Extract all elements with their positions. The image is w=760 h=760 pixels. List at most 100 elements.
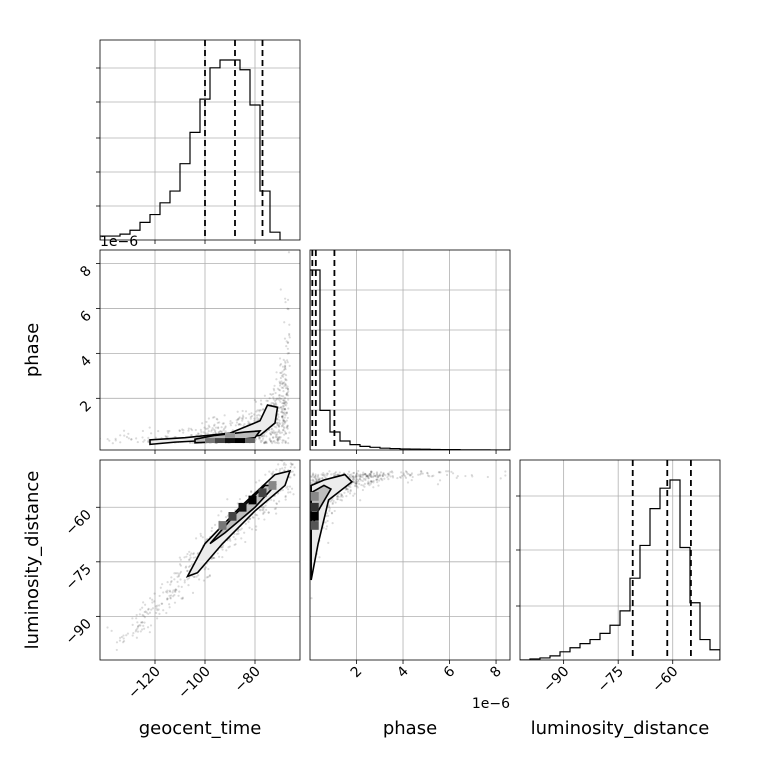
panel-luminosity-distance-vs-phase-sample-point [310,597,313,600]
panel-luminosity-distance-vs-phase-sample-point [328,507,331,510]
panel-luminosity-distance-vs-phase-sample-point [375,478,378,481]
panel-phase-vs-geocent-time-sample-point [213,415,216,419]
panel-phase-vs-geocent-time-sample-point [187,429,190,432]
panel-phase-vs-geocent-time-sample-point [269,392,272,396]
panel-luminosity-distance-vs-geocent-time-sample-point [155,607,158,610]
panel-phase-vs-geocent-time-sample-point [125,435,129,439]
panel-luminosity-distance-vs-phase-sample-point [369,470,373,473]
panel-luminosity-distance-vs-geocent-time-sample-point [271,472,274,475]
panel-phase-vs-geocent-time-sample-point [196,432,200,435]
panel-phase-vs-geocent-time-sample-point [166,429,169,433]
panel-phase-vs-geocent-time-sample-point [278,398,281,402]
panel-phase-vs-geocent-time-sample-point [258,437,261,440]
panel-luminosity-distance-vs-phase-sample-point [361,488,365,492]
panel-phase-vs-geocent-time-sample-point [278,406,281,409]
panel-luminosity-distance-vs-phase-sample-point [451,472,455,475]
panel-luminosity-distance-vs-phase-sample-point [400,474,404,477]
panel-luminosity-distance-vs-phase-sample-point [318,478,321,481]
panel-phase-vs-geocent-time-sample-point [276,397,279,400]
panel-luminosity-distance-vs-geocent-time-sample-point [202,579,206,582]
panel-luminosity-distance-vs-phase-sample-point [321,477,324,480]
panel-phase-vs-geocent-time-sample-point [272,440,275,443]
panel-phase-vs-geocent-time-sample-point [164,435,167,438]
panel-luminosity-distance-vs-phase-sample-point [377,475,380,478]
panel-luminosity-distance-vs-geocent-time-sample-point [278,500,281,503]
panel-luminosity-distance-vs-phase-sample-point [377,476,380,479]
panel-luminosity-distance-vs-phase-sample-point [372,479,375,482]
panel-luminosity-distance-vs-geocent-time-sample-point [176,580,179,583]
panel-luminosity-distance-vs-phase-sample-point [357,469,360,473]
panel-luminosity-distance-vs-phase-sample-point [370,470,373,473]
panel-phase-vs-geocent-time-sample-point [280,408,283,411]
panel-luminosity-distance-vs-phase-sample-point [369,472,372,475]
panel-luminosity-distance-vs-phase-sample-point [372,481,375,484]
panel-luminosity-distance-vs-geocent-time-sample-point [261,508,264,511]
panel-phase-vs-geocent-time-sample-point [280,397,283,401]
panel-phase-vs-geocent-time-sample-point [255,419,259,422]
panel-phase-vs-geocent-time-sample-point [114,437,117,440]
panel-phase-vs-geocent-time-sample-point [285,393,288,396]
panel-phase-vs-geocent-time-sample-point [281,405,285,408]
panel-phase-vs-geocent-time-sample-point [241,419,244,422]
panel-phase-vs-geocent-time-sample-point [259,402,263,405]
panel-luminosity-distance-vs-phase-sample-point [332,499,335,503]
panel-luminosity-distance-vs-geocent-time-sample-point [180,597,183,600]
panel-luminosity-distance-vs-geocent-time-sample-point [151,601,154,604]
panel-luminosity-distance-vs-phase-sample-point [411,475,414,479]
panel-phase-vs-geocent-time-sample-point [262,408,265,412]
panel-phase-vs-geocent-time-sample-point [284,378,287,381]
panel-phase-vs-geocent-time-sample-point [281,417,284,420]
x-axis-label-luminosity-distance: luminosity_distance [531,718,710,739]
panel-luminosity-distance-vs-phase-sample-point [325,472,329,475]
panel-luminosity-distance-vs-phase-sample-point [427,474,430,477]
panel-luminosity-distance-vs-phase-sample-point [408,473,412,477]
panel-phase-vs-geocent-time-sample-point [277,430,280,434]
panel-phase-vs-geocent-time-sample-point [111,442,114,445]
panel-luminosity-distance-vs-phase-sample-point [374,474,377,477]
panel-luminosity-distance-vs-phase-sample-point [439,471,442,474]
panel-phase-vs-geocent-time-sample-point [253,398,256,402]
panel-phase-vs-geocent-time-sample-point [282,419,285,422]
panel-luminosity-distance-vs-phase-sample-point [339,498,342,501]
panel-luminosity-distance-vs-phase-sample-point [471,475,474,478]
panel-phase-vs-geocent-time-sample-point [190,433,193,437]
panel-luminosity-distance-vs-geocent-time-sample-point [173,578,176,581]
panel-phase-vs-geocent-time-sample-point [284,364,287,367]
panel-phase-vs-geocent-time-sample-point [108,439,111,442]
panel-luminosity-distance-vs-geocent-time-sample-point [151,607,155,610]
panel-luminosity-distance-vs-phase-sample-point [325,525,329,528]
panel-luminosity-distance-vs-phase-sample-point [355,482,358,485]
panel-luminosity-distance-vs-phase-sample-point [355,475,358,478]
panel-luminosity-distance-vs-geocent-time-sample-point [178,556,181,559]
panel-luminosity-distance-vs-phase-sample-point [314,474,317,477]
panel-luminosity-distance-vs-geocent-time-sample-point [174,590,177,594]
panel-phase-vs-geocent-time-sample-point [282,429,285,432]
panel-phase-vs-geocent-time-sample-point [275,426,278,429]
panel-luminosity-distance-vs-geocent-time-sample-point [186,569,189,573]
panel-phase-vs-geocent-time-sample-point [271,427,274,430]
panel-luminosity-distance-vs-geocent-time-sample-point [169,583,172,586]
panel-phase-vs-geocent-time-sample-point [281,383,284,386]
panel-phase-vs-geocent-time-sample-point [119,434,122,437]
panel-phase-vs-geocent-time-sample-point [283,413,286,416]
panel-luminosity-distance-vs-geocent-time-sample-point [183,581,186,584]
panel-phase-vs-geocent-time-sample-point [285,412,288,415]
panel-phase-vs-geocent-time-sample-point [261,437,265,440]
panel-phase-vs-geocent-time-sample-point [283,367,286,370]
panel-phase-vs-geocent-time-sample-point [81,438,83,440]
panel-luminosity-distance-vs-phase-sample-point [367,474,370,477]
panel-phase-hist-plot-area [310,250,510,450]
panel-luminosity-distance-vs-phase-sample-point [322,474,325,477]
panel-luminosity-distance-vs-phase-sample-point [367,477,370,480]
panel-phase-vs-geocent-time-sample-point [206,432,209,435]
panel-phase-vs-geocent-time-sample-point [272,396,275,399]
panel-luminosity-distance-vs-geocent-time-sample-point [186,578,189,581]
panel-phase-vs-geocent-time-sample-point [287,442,290,445]
panel-luminosity-distance-hist-histogram [520,479,720,660]
panel-luminosity-distance-vs-phase-sample-point [321,477,324,480]
panel-luminosity-distance-vs-phase-sample-point [348,475,351,478]
panel-luminosity-distance-vs-geocent-time-sample-point [208,574,211,577]
panel-phase-vs-geocent-time-sample-point [255,410,258,413]
panel-phase-vs-geocent-time-sample-point [265,440,268,443]
panel-phase-vs-geocent-time-sample-point [279,435,282,439]
